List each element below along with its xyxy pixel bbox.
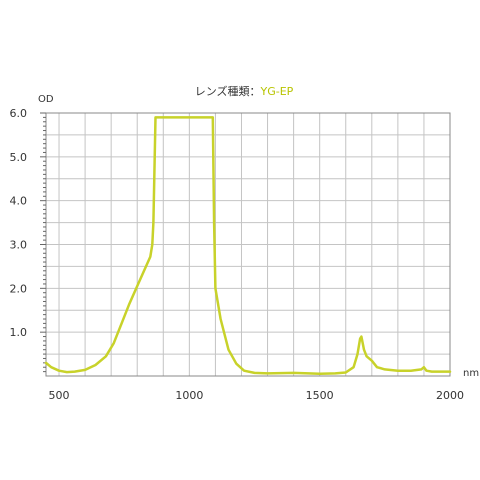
x-tick-label: 1500 xyxy=(306,389,334,402)
od-series-line xyxy=(44,116,452,376)
y-tick-label: 6.0 xyxy=(10,107,28,120)
x-tick-label: 1000 xyxy=(175,389,203,402)
grid-layer xyxy=(46,113,450,376)
x-tick-label: 500 xyxy=(49,389,70,402)
y-tick-label: 2.0 xyxy=(10,282,28,295)
y-tick-label: 3.0 xyxy=(10,239,28,252)
y-tick-label: 5.0 xyxy=(10,151,28,164)
chart-title-prefix: レンズ種類： xyxy=(195,84,261,98)
tick-marks xyxy=(40,112,46,373)
chart-title-value: YG-EP xyxy=(259,85,293,98)
x-tick-labels: 500 1000 1500 2000 xyxy=(49,389,464,402)
y-tick-label: 4.0 xyxy=(10,195,28,208)
y-tick-label: 1.0 xyxy=(10,326,28,339)
chart-title: レンズ種類：YG-EP xyxy=(195,84,294,98)
x-unit-label: nm xyxy=(463,368,479,379)
y-tick-labels: 1.0 2.0 3.0 4.0 5.0 6.0 xyxy=(10,107,28,339)
y-unit-label: OD xyxy=(38,94,54,105)
series-layer xyxy=(44,116,452,376)
x-tick-label: 2000 xyxy=(436,389,464,402)
